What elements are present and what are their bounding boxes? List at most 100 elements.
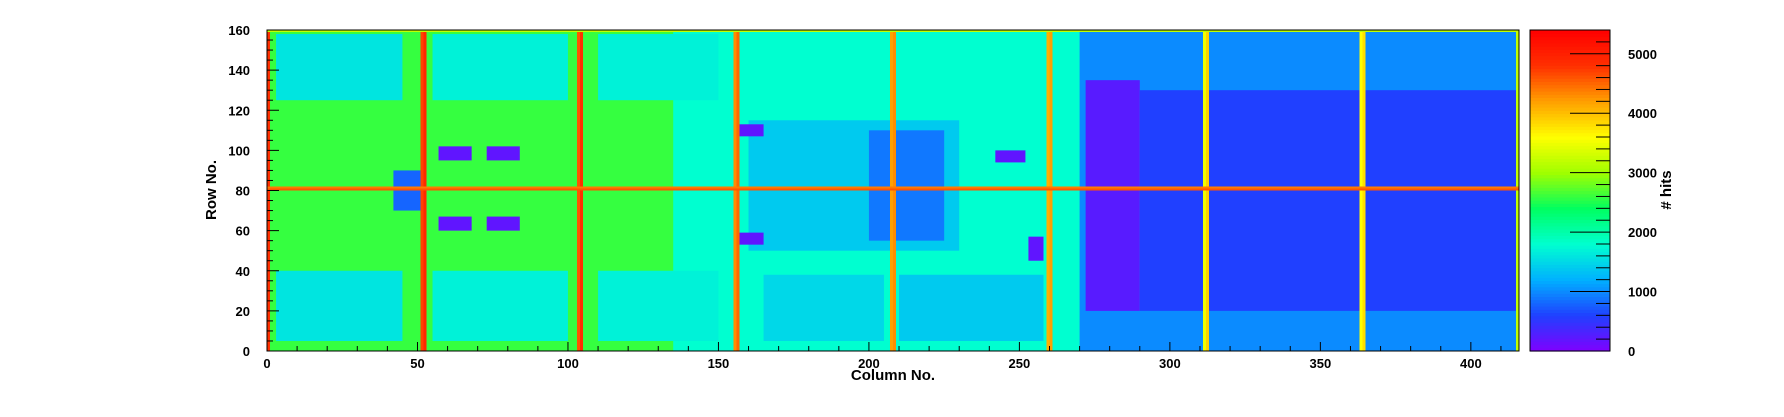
color-scale-band bbox=[1530, 68, 1610, 73]
color-scale-band bbox=[1530, 209, 1610, 214]
color-scale-band bbox=[1530, 283, 1610, 288]
x-tick-label: 100 bbox=[557, 356, 579, 371]
color-scale-band bbox=[1530, 325, 1610, 330]
heatmap-region bbox=[598, 270, 719, 341]
color-scale-band bbox=[1530, 158, 1610, 163]
color-scale-band bbox=[1530, 245, 1610, 249]
color-scale-band bbox=[1530, 257, 1610, 262]
heatmap-region bbox=[763, 274, 884, 341]
color-scale-band bbox=[1530, 55, 1610, 60]
color-scale-band bbox=[1530, 103, 1610, 108]
x-axis-ticks: 0 50 100 150 200 250 300 350 400 bbox=[263, 342, 1502, 371]
color-scale-band bbox=[1530, 62, 1610, 66]
color-scale-tick-label: 0 bbox=[1628, 344, 1635, 359]
color-scale-band bbox=[1530, 232, 1610, 237]
color-scale-band bbox=[1530, 264, 1610, 269]
color-scale-band bbox=[1530, 49, 1610, 54]
color-scale-band bbox=[1530, 87, 1610, 92]
color-scale-band bbox=[1530, 180, 1610, 185]
heatmap-region bbox=[486, 146, 520, 161]
color-scale-band bbox=[1530, 168, 1610, 172]
heatmap-region bbox=[1139, 90, 1516, 311]
color-scale-band bbox=[1530, 58, 1610, 63]
x-tick-label: 350 bbox=[1310, 356, 1332, 371]
color-scale-band bbox=[1530, 334, 1610, 339]
heatmap-region bbox=[432, 270, 568, 341]
color-scale-ticks: 0 1000 2000 3000 4000 5000 bbox=[1570, 29, 1657, 359]
y-tick-label: 100 bbox=[228, 143, 250, 158]
y-tick-label: 160 bbox=[228, 23, 250, 38]
color-scale-band bbox=[1530, 107, 1610, 111]
y-tick-label: 140 bbox=[228, 63, 250, 78]
color-scale-band bbox=[1530, 312, 1610, 317]
color-scale-band bbox=[1530, 270, 1610, 275]
color-scale-band bbox=[1530, 142, 1610, 147]
color-scale-band bbox=[1530, 196, 1610, 201]
color-scale-band bbox=[1530, 71, 1610, 76]
heatmap-region bbox=[432, 34, 568, 101]
color-scale-band bbox=[1530, 155, 1610, 159]
color-scale-band bbox=[1530, 219, 1610, 224]
x-axis-label: Column No. bbox=[851, 367, 935, 384]
heatmap-region bbox=[1028, 236, 1044, 261]
heatmap-region bbox=[276, 34, 403, 101]
heatmap-region bbox=[995, 150, 1026, 163]
color-scale-band bbox=[1530, 193, 1610, 198]
y-axis-ticks: 0 20 40 60 80 100 120 140 160 bbox=[228, 23, 279, 359]
heatmap-region bbox=[276, 270, 403, 341]
color-scale-band bbox=[1530, 110, 1610, 115]
color-scale-band bbox=[1530, 145, 1610, 150]
y-tick-label: 40 bbox=[236, 264, 250, 279]
color-scale-band bbox=[1530, 322, 1610, 326]
color-scale-band bbox=[1530, 129, 1610, 134]
color-scale-tick-label: 5000 bbox=[1628, 47, 1657, 62]
heatmap-hot-row bbox=[267, 186, 1519, 189]
color-scale-band bbox=[1530, 328, 1610, 333]
color-scale-band bbox=[1530, 123, 1610, 127]
color-scale-band bbox=[1530, 116, 1610, 121]
y-tick-label: 60 bbox=[236, 224, 250, 239]
color-scale-band bbox=[1530, 306, 1610, 310]
color-scale-band bbox=[1530, 97, 1610, 102]
color-scale-band bbox=[1530, 216, 1610, 220]
x-tick-label: 400 bbox=[1460, 356, 1482, 371]
color-scale-band bbox=[1530, 225, 1610, 230]
color-scale-band bbox=[1530, 74, 1610, 79]
x-tick-label: 300 bbox=[1159, 356, 1181, 371]
color-scale-band bbox=[1530, 184, 1610, 188]
color-scale-band bbox=[1530, 338, 1610, 342]
color-scale-band bbox=[1530, 280, 1610, 285]
heatmap-region bbox=[733, 232, 764, 245]
color-scale-band bbox=[1530, 90, 1610, 95]
y-tick-label: 0 bbox=[243, 344, 250, 359]
color-scale-band bbox=[1530, 212, 1610, 217]
color-scale-band bbox=[1530, 222, 1610, 227]
color-scale-tick-label: 2000 bbox=[1628, 225, 1657, 240]
color-scale-band bbox=[1530, 277, 1610, 281]
color-scale-band bbox=[1530, 139, 1610, 143]
color-scale-tick-label: 4000 bbox=[1628, 106, 1657, 121]
color-scale-band bbox=[1530, 81, 1610, 86]
color-scale-band bbox=[1530, 148, 1610, 153]
color-scale-band bbox=[1530, 200, 1610, 204]
y-axis-label: Row No. bbox=[203, 160, 220, 220]
x-tick-label: 50 bbox=[410, 356, 424, 371]
color-scale-band bbox=[1530, 238, 1610, 243]
color-scale-band bbox=[1530, 344, 1610, 349]
color-scale-band bbox=[1530, 241, 1610, 246]
y-tick-label: 80 bbox=[236, 184, 250, 199]
color-scale-band bbox=[1530, 126, 1610, 131]
color-scale-band bbox=[1530, 293, 1610, 298]
color-scale-band bbox=[1530, 84, 1610, 89]
color-scale-band bbox=[1530, 296, 1610, 301]
color-scale-band bbox=[1530, 331, 1610, 336]
color-scale-band bbox=[1530, 203, 1610, 208]
color-scale-band bbox=[1530, 135, 1610, 140]
color-scale-band bbox=[1530, 251, 1610, 256]
color-scale-band bbox=[1530, 132, 1610, 137]
color-scale-band bbox=[1530, 315, 1610, 320]
color-scale-band bbox=[1530, 286, 1610, 291]
y-tick-label: 20 bbox=[236, 304, 250, 319]
x-tick-label: 250 bbox=[1009, 356, 1031, 371]
